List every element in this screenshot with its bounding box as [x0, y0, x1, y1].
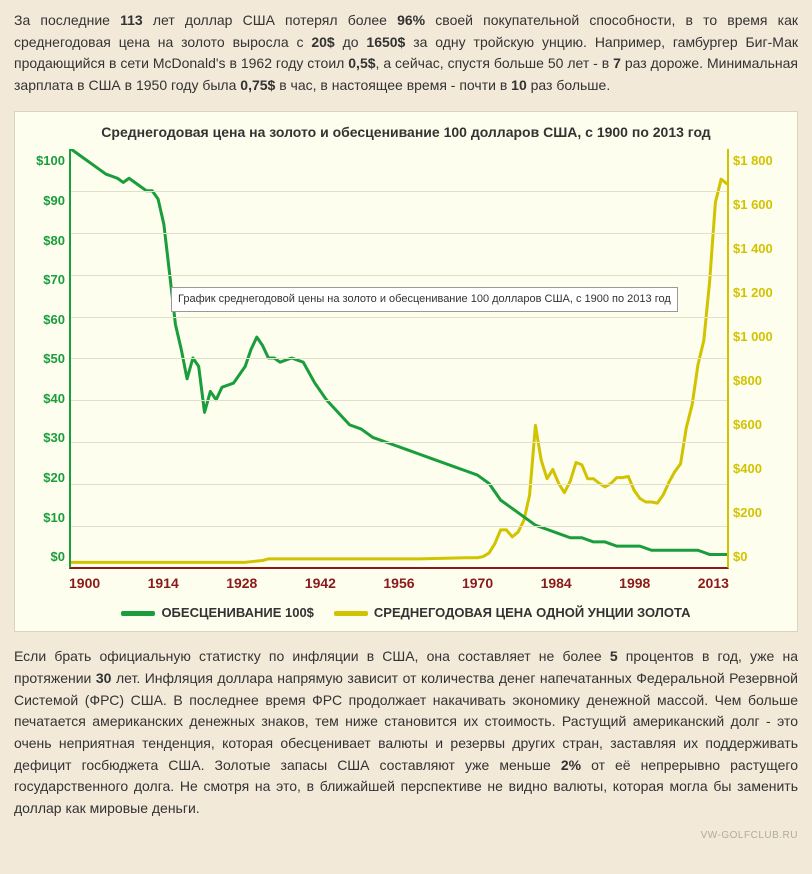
intro-paragraph: За последние 113 лет доллар США потерял … [0, 0, 812, 103]
legend-label-gold: СРЕДНЕГОДОВАЯ ЦЕНА ОДНОЙ УНЦИИ ЗОЛОТА [374, 603, 691, 623]
x-axis: 190019141928194219561970198419982013 [69, 569, 729, 595]
y-axis-right: $1 800$1 600$1 400$1 200$1 000$800$600$4… [729, 149, 789, 569]
legend-item-dollar: ОБЕСЦЕНИВАНИЕ 100$ [121, 603, 313, 623]
watermark: VW-GOLFCLUB.RU [0, 826, 812, 852]
plot-area: График среднегодовой цены на золото и об… [69, 149, 729, 569]
outro-paragraph: Если брать официальную статистку по инфл… [0, 636, 812, 826]
legend-label-dollar: ОБЕСЦЕНИВАНИЕ 100$ [161, 603, 313, 623]
plot-row: $100$90$80$70$60$50$40$30$20$10$0 График… [23, 149, 789, 569]
legend: ОБЕСЦЕНИВАНИЕ 100$ СРЕДНЕГОДОВАЯ ЦЕНА ОД… [23, 603, 789, 623]
chart-container: Среднегодовая цена на золото и обесценив… [14, 111, 798, 633]
y-axis-left: $100$90$80$70$60$50$40$30$20$10$0 [23, 149, 69, 569]
legend-item-gold: СРЕДНЕГОДОВАЯ ЦЕНА ОДНОЙ УНЦИИ ЗОЛОТА [334, 603, 691, 623]
legend-swatch-dollar [121, 611, 155, 616]
chart-title: Среднегодовая цена на золото и обесценив… [23, 122, 789, 144]
legend-swatch-gold [334, 611, 368, 616]
chart-tooltip: График среднегодовой цены на золото и об… [171, 287, 678, 312]
